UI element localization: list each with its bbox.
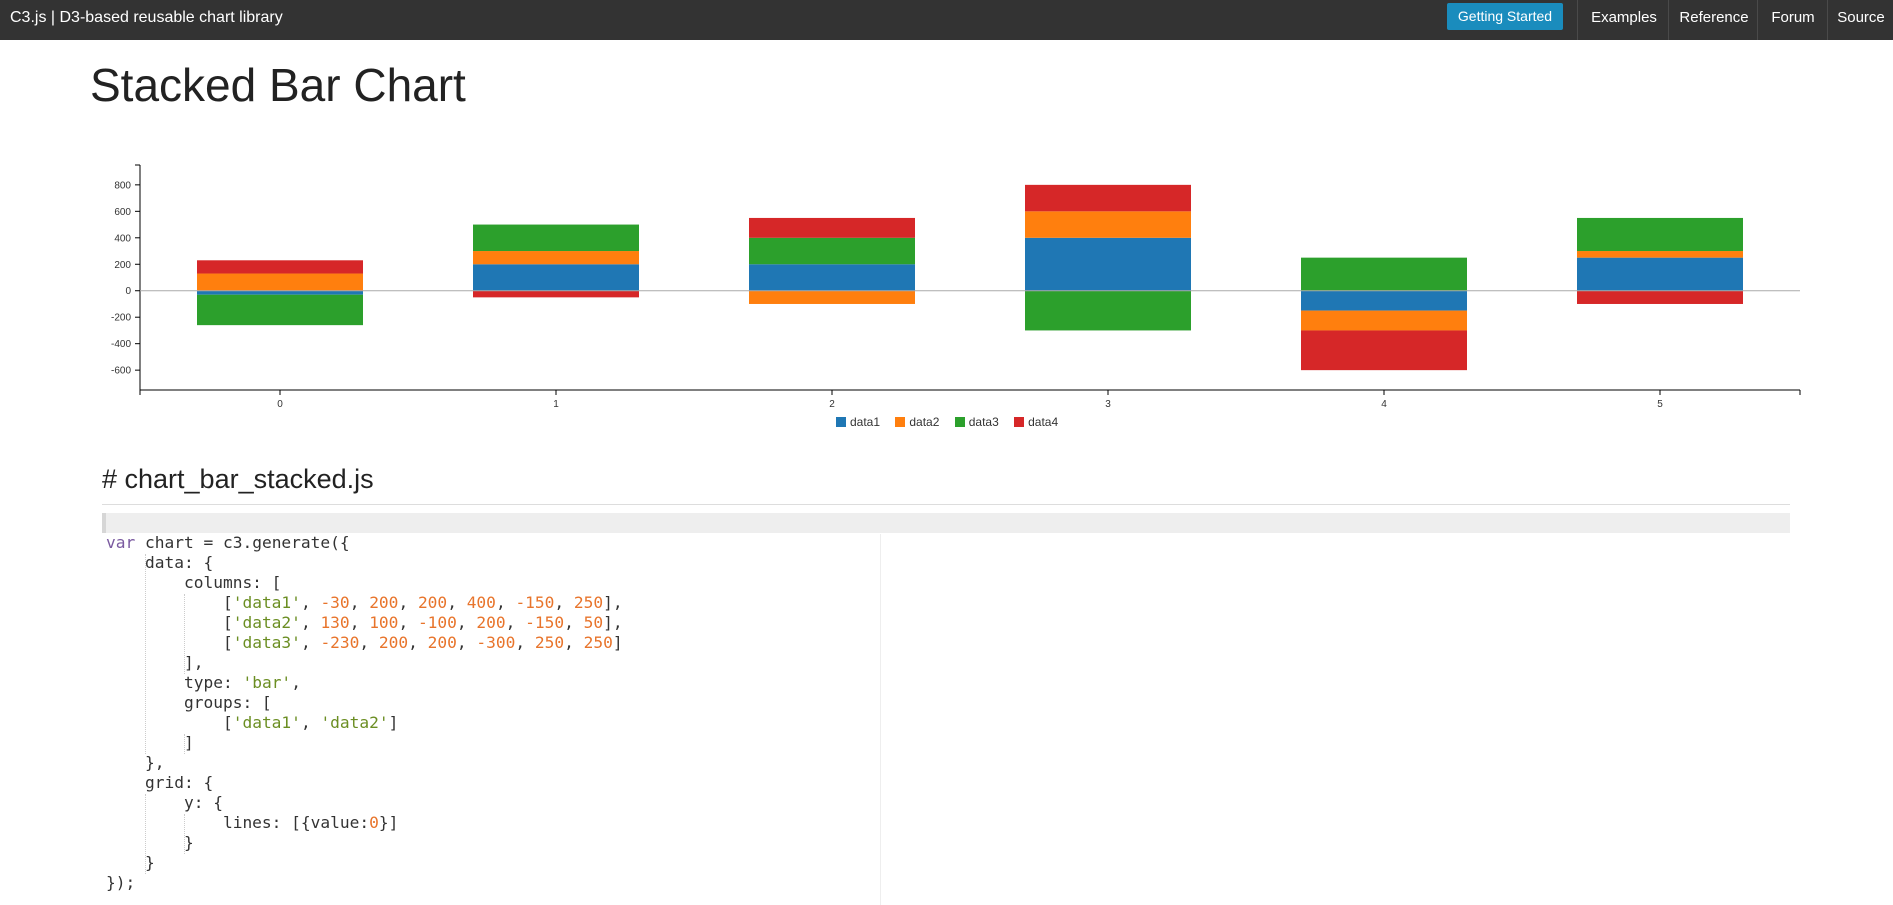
bar-data4 (1301, 330, 1467, 371)
header-divider (102, 504, 1790, 505)
bar-data4 (473, 290, 639, 298)
code-line: ['data1', 'data2'] (106, 713, 399, 732)
bar-data1 (473, 264, 639, 291)
code-line: groups: [ (106, 693, 272, 712)
code-line: } (106, 853, 155, 872)
legend-item-data2[interactable]: data2 (895, 415, 939, 429)
bar-data4 (1577, 290, 1743, 304)
bar-data3 (1025, 290, 1191, 331)
code-block[interactable]: var chart = c3.generate({ data: { column… (106, 533, 623, 893)
code-line: ], (106, 653, 204, 672)
x-tick-label: 4 (1381, 399, 1387, 410)
code-line: } (106, 833, 194, 852)
y-tick-label: -200 (111, 313, 131, 324)
legend-swatch (1014, 417, 1025, 427)
bar-data2 (1301, 310, 1467, 331)
legend-label: data1 (850, 415, 881, 429)
bar-data3 (197, 294, 363, 326)
y-tick-label: 800 (114, 180, 131, 191)
legend-label: data4 (1028, 415, 1059, 429)
legend-label: data2 (909, 415, 940, 429)
bar-data3 (749, 237, 915, 265)
y-tick-label: -600 (111, 366, 131, 377)
bar-data3 (1577, 217, 1743, 252)
chart-legend: data1 data2 data3 data4 (836, 415, 1070, 429)
code-block-top-band (102, 513, 1790, 533)
bar-data1 (1301, 290, 1467, 311)
legend-label: data3 (968, 415, 999, 429)
bar-data2 (473, 251, 639, 265)
bar-data1 (1025, 237, 1191, 291)
indent-guide (184, 594, 185, 674)
nav-link-forum[interactable]: Forum (1757, 0, 1828, 40)
x-tick-label: 0 (277, 399, 283, 410)
site-brand[interactable]: C3.js | D3-based reusable chart library (10, 9, 283, 26)
nav-link-examples[interactable]: Examples (1577, 0, 1670, 40)
legend-item-data1[interactable]: data1 (836, 415, 880, 429)
bar-data1 (749, 264, 915, 291)
y-tick-label: 400 (114, 233, 131, 244)
code-line: y: { (106, 793, 223, 812)
bar-data3 (1301, 257, 1467, 291)
y-tick-label: -400 (111, 339, 131, 350)
y-tick-label: 200 (114, 260, 131, 271)
x-tick-label: 1 (553, 399, 559, 410)
code-line: ['data1', -30, 200, 200, 400, -150, 250]… (106, 593, 623, 612)
code-line: columns: [ (106, 573, 282, 592)
code-line: }); (106, 873, 136, 892)
source-file-header: # chart_bar_stacked.js (102, 464, 374, 494)
x-tick-label: 2 (829, 399, 835, 410)
bar-data2 (1025, 211, 1191, 238)
getting-started-button[interactable]: Getting Started (1447, 3, 1563, 30)
legend-swatch (836, 417, 846, 427)
code-line: ] (106, 733, 194, 752)
indent-guide (145, 554, 146, 754)
legend-swatch (954, 417, 965, 427)
bar-data2 (197, 273, 363, 291)
stacked-bar-chart: 800 600 400 200 0 -200 -400 -600 0 1 2 3 4 5 (111, 164, 1801, 410)
nav-link-source[interactable]: Source (1827, 0, 1893, 40)
legend-item-data3[interactable]: data3 (954, 415, 999, 429)
code-column-divider (880, 534, 881, 905)
indent-guide (184, 734, 185, 754)
code-line: ['data3', -230, 200, 200, -300, 250, 250… (106, 633, 623, 652)
code-line: type: 'bar', (106, 673, 301, 692)
bar-data3 (473, 224, 639, 252)
y-tick-label: 0 (125, 286, 131, 297)
bar-data2 (1577, 251, 1743, 258)
code-line: data: { (106, 553, 214, 572)
x-tick-label: 5 (1657, 399, 1663, 410)
x-tick-label: 3 (1105, 399, 1111, 410)
legend-item-data4[interactable]: data4 (1014, 415, 1058, 429)
code-line: }, (106, 753, 165, 772)
bar-data4 (197, 260, 363, 274)
nav-link-reference[interactable]: Reference (1668, 0, 1759, 40)
legend-swatch (895, 417, 906, 427)
bar-data1 (197, 290, 363, 295)
bar-data2 (749, 290, 915, 304)
bar-data1 (1577, 257, 1743, 291)
indent-guide (184, 814, 185, 854)
page-title: Stacked Bar Chart (90, 59, 466, 111)
code-line: ['data2', 130, 100, -100, 200, -150, 50]… (106, 613, 623, 632)
code-line: var chart = c3.generate({ (106, 533, 350, 552)
code-line: grid: { (106, 773, 214, 792)
code-line: lines: [{value:0}] (106, 813, 399, 832)
bar-data4 (749, 217, 915, 238)
bar-data4 (1025, 184, 1191, 212)
top-navbar: C3.js | D3-based reusable chart library … (0, 0, 1893, 40)
indent-guide (145, 794, 146, 874)
y-tick-label: 600 (114, 207, 131, 218)
